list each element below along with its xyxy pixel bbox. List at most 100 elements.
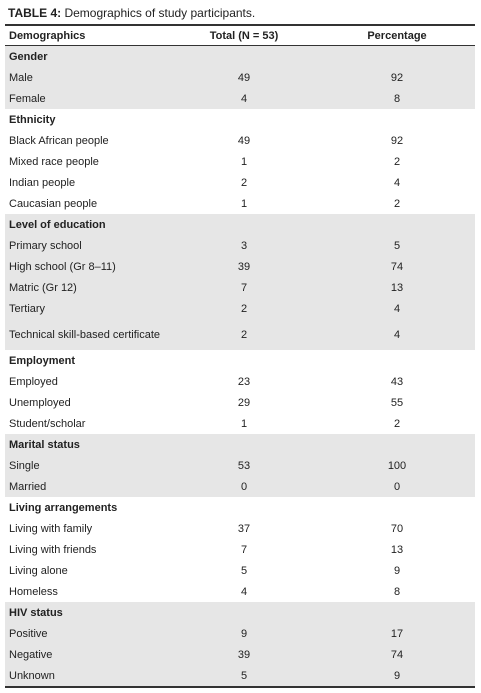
header-cell: Demographics: [9, 29, 86, 42]
cell: 9: [393, 669, 401, 682]
cell: 2: [240, 302, 248, 315]
section-title: Marital status: [9, 438, 80, 451]
cell: 74: [390, 260, 404, 273]
cell: Single: [9, 459, 40, 472]
cell: Tertiary: [9, 302, 46, 315]
data-row: Tertiary 2 4: [5, 298, 475, 319]
cell: Negative: [9, 648, 53, 661]
cell: Married: [9, 480, 47, 493]
cell: 3: [240, 239, 248, 252]
cell: 4: [393, 328, 401, 341]
cell: High school (Gr 8–11): [9, 260, 116, 273]
cell: 92: [390, 71, 404, 84]
data-row: Unemployed 29 55: [5, 392, 475, 413]
table-title: TABLE 4: Demographics of study participa…: [8, 6, 255, 20]
cell: 4: [240, 585, 248, 598]
cell: 0: [240, 480, 248, 493]
cell: Unemployed: [9, 396, 71, 409]
data-row: Positive 9 17: [5, 623, 475, 644]
cell: 9: [393, 564, 401, 577]
cell: 43: [390, 375, 404, 388]
cell: Unknown: [9, 669, 55, 682]
section-title: Living arrangements: [9, 501, 118, 514]
cell: Student/scholar: [9, 417, 86, 430]
cell: 2: [240, 176, 248, 189]
cell: Primary school: [9, 239, 82, 252]
cell: 49: [237, 71, 251, 84]
header-row: Demographics Total (N = 53) Percentage: [5, 25, 475, 46]
cell: 13: [390, 281, 404, 294]
cell: 4: [393, 176, 401, 189]
cell: 5: [240, 669, 248, 682]
cell: 70: [390, 522, 404, 535]
cell: Black African people: [9, 134, 109, 147]
cell: Employed: [9, 375, 58, 388]
data-row: Black African people 49 92: [5, 130, 475, 151]
data-row: Homeless 4 8: [5, 581, 475, 602]
cell: Positive: [9, 627, 48, 640]
data-row: Student/scholar 1 2: [5, 413, 475, 434]
cell: Mixed race people: [9, 155, 99, 168]
data-row: Mixed race people 1 2: [5, 151, 475, 172]
data-row: Male 49 92: [5, 67, 475, 88]
data-row: Living with family 37 70: [5, 518, 475, 539]
section-title: Employment: [9, 354, 76, 367]
cell: 0: [393, 480, 401, 493]
cell: 9: [240, 627, 248, 640]
data-row: High school (Gr 8–11) 39 74: [5, 256, 475, 277]
cell: Male: [9, 71, 33, 84]
section-row: Living arrangements: [5, 497, 475, 518]
data-row: Living with friends 7 13: [5, 539, 475, 560]
cell: 5: [240, 564, 248, 577]
data-row: Matric (Gr 12) 7 13: [5, 277, 475, 298]
cell: 5: [393, 239, 401, 252]
cell: 2: [393, 417, 401, 430]
section-row: Ethnicity: [5, 109, 475, 130]
section-row: HIV status: [5, 602, 475, 623]
cell: Living with family: [9, 522, 93, 535]
section-row: Gender: [5, 46, 475, 67]
section-row: Marital status: [5, 434, 475, 455]
data-row: Married 0 0: [5, 476, 475, 497]
cell: 13: [390, 543, 404, 556]
rule: [5, 45, 475, 46]
section-row: Level of education: [5, 214, 475, 235]
cell: Living with friends: [9, 543, 97, 556]
cell: 39: [237, 648, 251, 661]
cell: 7: [240, 543, 248, 556]
table-caption: Demographics of study participants.: [64, 6, 256, 20]
cell: 74: [390, 648, 404, 661]
cell: 49: [237, 134, 251, 147]
cell: 23: [237, 375, 251, 388]
header-cell: Total (N = 53): [209, 29, 279, 42]
section-title: Ethnicity: [9, 113, 56, 126]
section-row: Employment: [5, 350, 475, 371]
cell: 1: [240, 417, 248, 430]
cell: 2: [393, 155, 401, 168]
cell: 2: [240, 328, 248, 341]
cell: 17: [390, 627, 404, 640]
cell: 8: [393, 585, 401, 598]
data-row: Employed 23 43: [5, 371, 475, 392]
cell: 37: [237, 522, 251, 535]
cell: 4: [393, 302, 401, 315]
cell: Indian people: [9, 176, 76, 189]
cell: Homeless: [9, 585, 58, 598]
section-title: Gender: [9, 50, 48, 63]
cell: 7: [240, 281, 248, 294]
cell: 55: [390, 396, 404, 409]
cell: Living alone: [9, 564, 68, 577]
cell: Technical skill-based certificate: [9, 328, 161, 341]
cell: 1: [240, 197, 248, 210]
cell: 92: [390, 134, 404, 147]
data-row: Negative 39 74: [5, 644, 475, 665]
data-row: Caucasian people 1 2: [5, 193, 475, 214]
cell: 2: [393, 197, 401, 210]
cell: 100: [387, 459, 407, 472]
cell: 8: [393, 92, 401, 105]
cell: Matric (Gr 12): [9, 281, 77, 294]
data-row: Living alone 5 9: [5, 560, 475, 581]
data-row: Female 4 8: [5, 88, 475, 109]
cell: 1: [240, 155, 248, 168]
